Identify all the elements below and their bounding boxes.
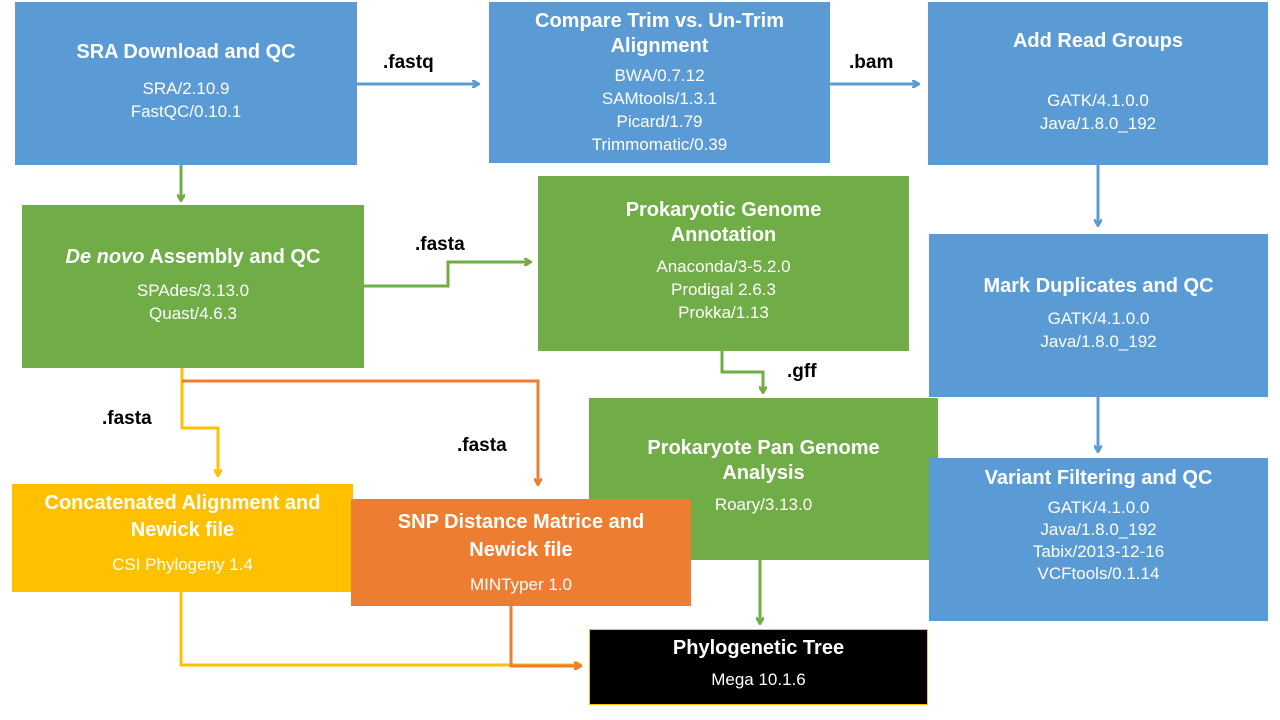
tool-label: Roary/3.13.0 bbox=[714, 495, 813, 514]
node-title: Prokaryotic Genome Annotation bbox=[625, 199, 822, 246]
node-snp-distance-matrice: SNP Distance Matrice and Newick file MIN… bbox=[351, 499, 691, 606]
edge-label-gff: .gff bbox=[787, 361, 817, 382]
edge-denovo-to-annotation bbox=[364, 262, 530, 288]
tool-label: Quast/4.6.3 bbox=[149, 304, 237, 323]
edge-label-fasta-concat: .fasta bbox=[102, 408, 152, 429]
node-title: De novo Assembly and QC bbox=[22, 245, 364, 270]
tool-label: CSI Phylogeny 1.4 bbox=[112, 555, 253, 574]
node-title: Phylogenetic Tree bbox=[672, 637, 845, 659]
node-title-rest: Assembly and QC bbox=[144, 246, 321, 268]
node-compare-alignment: Compare Trim vs. Un-Trim Alignment BWA/0… bbox=[489, 2, 830, 163]
tool-label: Java/1.8.0_192 bbox=[1040, 332, 1157, 351]
node-add-read-groups: Add Read Groups GATK/4.1.0.0 Java/1.8.0_… bbox=[928, 2, 1268, 165]
node-genome-annotation: Prokaryotic Genome Annotation Anaconda/3… bbox=[538, 176, 909, 351]
tool-label: GATK/4.1.0.0 bbox=[1047, 91, 1149, 110]
tool-label: Tabix/2013-12-16 bbox=[1032, 542, 1165, 561]
edge-label-fasta-annotation: .fasta bbox=[415, 234, 465, 255]
edge-label-bam: .bam bbox=[849, 52, 894, 73]
edge-denovo-to-concat bbox=[180, 368, 218, 475]
edge-snp-to-tree bbox=[509, 606, 580, 666]
tool-label: SPAdes/3.13.0 bbox=[136, 281, 250, 300]
tool-label: Prokka/1.13 bbox=[678, 303, 769, 322]
node-title: SRA Download and QC bbox=[76, 41, 296, 63]
node-title: Compare Trim vs. Un-Trim Alignment bbox=[535, 10, 784, 57]
tool-label: Java/1.8.0_192 bbox=[1039, 114, 1157, 133]
node-mark-duplicates: Mark Duplicates and QC GATK/4.1.0.0 Java… bbox=[929, 234, 1268, 397]
tool-label: GATK/4.1.0.0 bbox=[1047, 498, 1150, 517]
node-title: SNP Distance Matrice and Newick file bbox=[397, 511, 645, 561]
tool-label: BWA/0.7.12 bbox=[614, 66, 705, 85]
edge-annotation-to-pangenome bbox=[720, 351, 763, 392]
node-variant-filtering: Variant Filtering and QC GATK/4.1.0.0 Ja… bbox=[929, 458, 1268, 621]
edge-label-fastq: .fastq bbox=[383, 52, 434, 73]
node-title: Prokaryote Pan Genome Analysis bbox=[647, 437, 880, 484]
tool-label: Java/1.8.0_192 bbox=[1040, 520, 1157, 539]
node-concatenated-alignment: Concatenated Alignment and Newick file C… bbox=[12, 484, 353, 592]
node-de-novo-assembly: De novo Assembly and QC SPAdes/3.13.0 Qu… bbox=[22, 205, 364, 368]
tool-label: Picard/1.79 bbox=[616, 112, 703, 131]
edge-denovo-to-snp bbox=[182, 379, 538, 484]
edge-label-fasta-snp: .fasta bbox=[457, 435, 507, 456]
node-title: Mark Duplicates and QC bbox=[983, 275, 1214, 297]
tool-label: SRA/2.10.9 bbox=[142, 79, 230, 98]
tool-label: Mega 10.1.6 bbox=[711, 670, 806, 689]
tool-label: SAMtools/1.3.1 bbox=[601, 89, 718, 108]
tool-label: Prodigal 2.6.3 bbox=[671, 280, 776, 299]
tool-label: MINTyper 1.0 bbox=[469, 575, 573, 594]
node-sra-download: SRA Download and QC SRA/2.10.9 FastQC/0.… bbox=[15, 2, 357, 165]
tool-label: Trimmomatic/0.39 bbox=[591, 135, 728, 154]
tool-label: FastQC/0.10.1 bbox=[130, 102, 242, 121]
node-phylogenetic-tree: Phylogenetic Tree Mega 10.1.6 bbox=[589, 629, 928, 705]
node-title-italic: De novo bbox=[65, 246, 145, 268]
node-title: Concatenated Alignment and Newick file bbox=[44, 492, 321, 541]
node-title: Add Read Groups bbox=[1012, 30, 1183, 52]
node-title: Variant Filtering and QC bbox=[984, 467, 1213, 489]
tool-label: Anaconda/3-5.2.0 bbox=[656, 257, 791, 276]
tool-label: VCFtools/0.1.14 bbox=[1037, 564, 1160, 583]
tool-label: GATK/4.1.0.0 bbox=[1047, 309, 1150, 328]
